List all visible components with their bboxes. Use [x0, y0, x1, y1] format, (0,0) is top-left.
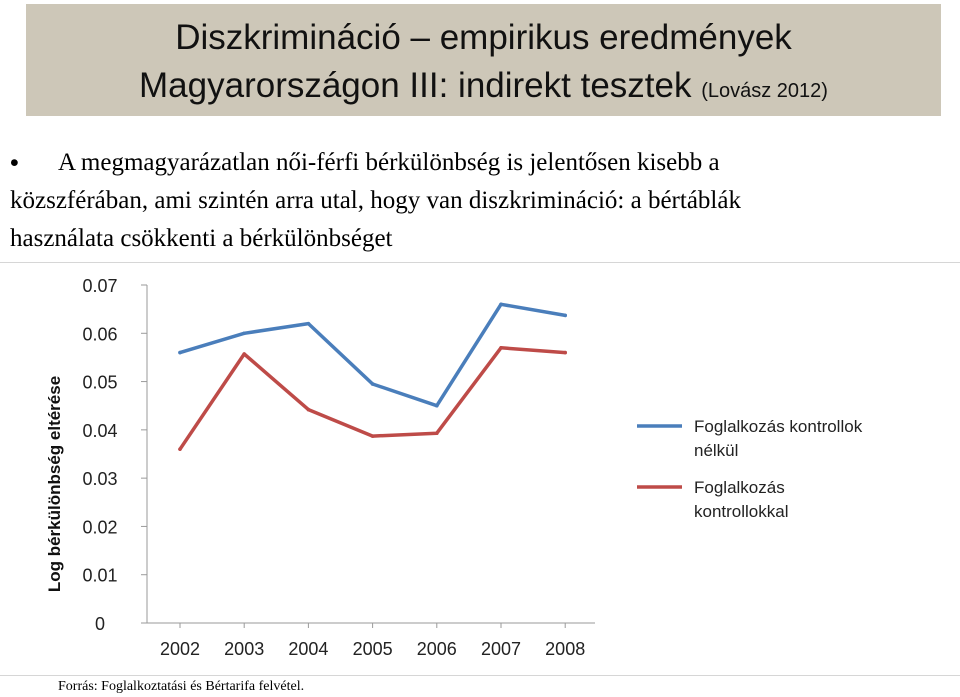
x-tick-label: 2004	[288, 639, 328, 659]
line-chart: 0 0.01 0.02 0.03 0.04 0.05 0.06 0.07 2002 2003 200…	[0, 262, 960, 676]
bullet-text-line-3: használata csökkenti a bérkülönbséget	[10, 225, 393, 252]
bullet-icon: •	[10, 149, 19, 177]
y-tick-label: 0.06	[82, 324, 117, 344]
data-point	[306, 321, 311, 326]
data-point	[563, 313, 567, 318]
data-point	[178, 447, 182, 451]
y-tick-label: 0.01	[82, 566, 117, 586]
bullet-text-line-1: A megmagyarázatlan női-férfi bérkülönbsé…	[58, 149, 720, 176]
y-tick-label: 0	[95, 614, 105, 634]
x-tick-label: 2002	[160, 639, 200, 659]
data-point	[242, 331, 246, 336]
series-line-1	[178, 302, 567, 408]
legend-label-2: Foglalkozás	[694, 478, 785, 497]
data-point	[435, 403, 439, 408]
title-banner: Diszkrimináció – empirikus eredmények Ma…	[26, 4, 941, 116]
legend-label-1: nélkül	[694, 441, 738, 460]
data-point	[178, 350, 182, 355]
bullet-text-line-2: közszférában, ami szintén arra utal, hog…	[10, 187, 741, 214]
legend-label-1: Foglalkozás kontrollok	[694, 417, 863, 436]
y-axis-title: Log bérkülönbség eltérése	[45, 376, 64, 592]
slide-title-citation: (Lovász 2012)	[701, 80, 828, 102]
data-point	[499, 345, 503, 350]
y-tick-label: 0.02	[82, 517, 117, 537]
slide-title-line-1: Diszkrimináció – empirikus eredmények	[175, 18, 792, 57]
data-point	[242, 352, 246, 356]
bullet-point: • A megmagyarázatlan női-férfi bérkülönbs…	[10, 144, 950, 258]
chart-canvas: 0 0.01 0.02 0.03 0.04 0.05 0.06 0.07 2002 2003 200…	[45, 276, 863, 659]
y-tick-label: 0.04	[82, 421, 117, 441]
data-point	[370, 382, 375, 386]
x-tick-label: 2008	[545, 639, 585, 659]
legend-label-2: kontrollokkal	[694, 502, 789, 521]
series-line-2	[178, 346, 567, 451]
y-tick-label: 0.03	[82, 469, 117, 489]
slide-title-main: Magyarországon III: indirekt tesztek	[139, 66, 692, 105]
data-point	[435, 431, 439, 436]
x-tick-label: 2007	[481, 639, 521, 659]
data-point	[499, 302, 503, 307]
y-tick-label: 0.07	[82, 276, 117, 296]
data-point	[370, 434, 375, 438]
x-tick-label: 2003	[224, 639, 264, 659]
data-point	[563, 350, 567, 355]
source-note: Forrás: Foglalkoztatási és Bértarifa fel…	[58, 679, 305, 694]
y-tick-label: 0.05	[82, 373, 117, 393]
data-point	[306, 407, 311, 412]
x-tick-label: 2006	[417, 639, 457, 659]
x-tick-label: 2005	[353, 639, 393, 659]
slide-title-line-2: Magyarországon III: indirekt tesztek (Lo…	[26, 66, 941, 106]
